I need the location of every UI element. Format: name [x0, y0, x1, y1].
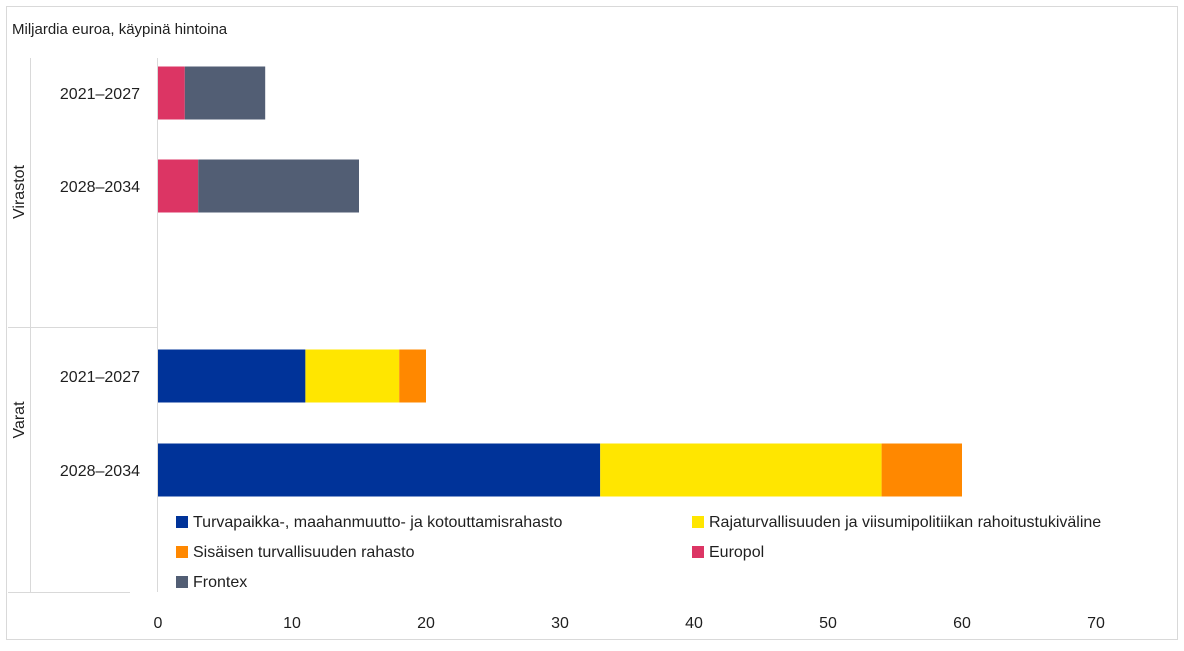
bar-segment	[158, 159, 199, 213]
x-tick-label: 50	[819, 615, 837, 632]
bar-segment	[158, 443, 601, 497]
bar-segment	[158, 349, 306, 403]
group-label: Virastot	[11, 164, 28, 219]
legend-label: Turvapaikka-, maahanmuutto- ja kotouttam…	[193, 514, 562, 531]
legend-label: Sisäisen turvallisuuden rahasto	[193, 544, 415, 561]
category-label: 2021–2027	[60, 86, 140, 103]
legend-swatch	[176, 546, 188, 558]
bar-segment	[184, 66, 266, 120]
legend-label: Europol	[709, 544, 764, 561]
group-label: Varat	[11, 401, 28, 439]
x-tick-label: 30	[551, 615, 569, 632]
x-tick-label: 0	[154, 615, 163, 632]
legend-swatch	[176, 576, 188, 588]
legend-label: Frontex	[193, 574, 247, 591]
legend-label: Rajaturvallisuuden ja viisumipolitiikan …	[709, 514, 1101, 531]
chart-border	[6, 6, 1178, 640]
category-label: 2028–2034	[60, 179, 140, 196]
category-label: 2028–2034	[60, 463, 140, 480]
x-tick-label: 10	[283, 615, 301, 632]
x-tick-label: 20	[417, 615, 435, 632]
bar-segment	[158, 66, 185, 120]
legend-swatch	[692, 516, 704, 528]
legend-swatch	[692, 546, 704, 558]
bar-segment	[305, 349, 400, 403]
bar-segment	[881, 443, 962, 497]
x-tick-label: 40	[685, 615, 703, 632]
bar-segment	[198, 159, 359, 213]
x-tick-label: 70	[1087, 615, 1105, 632]
bar-segment	[399, 349, 426, 403]
bar-segment	[600, 443, 882, 497]
x-tick-label: 60	[953, 615, 971, 632]
category-label: 2021–2027	[60, 369, 140, 386]
legend-swatch	[176, 516, 188, 528]
chart-title: Miljardia euroa, käypinä hintoina	[12, 21, 228, 38]
